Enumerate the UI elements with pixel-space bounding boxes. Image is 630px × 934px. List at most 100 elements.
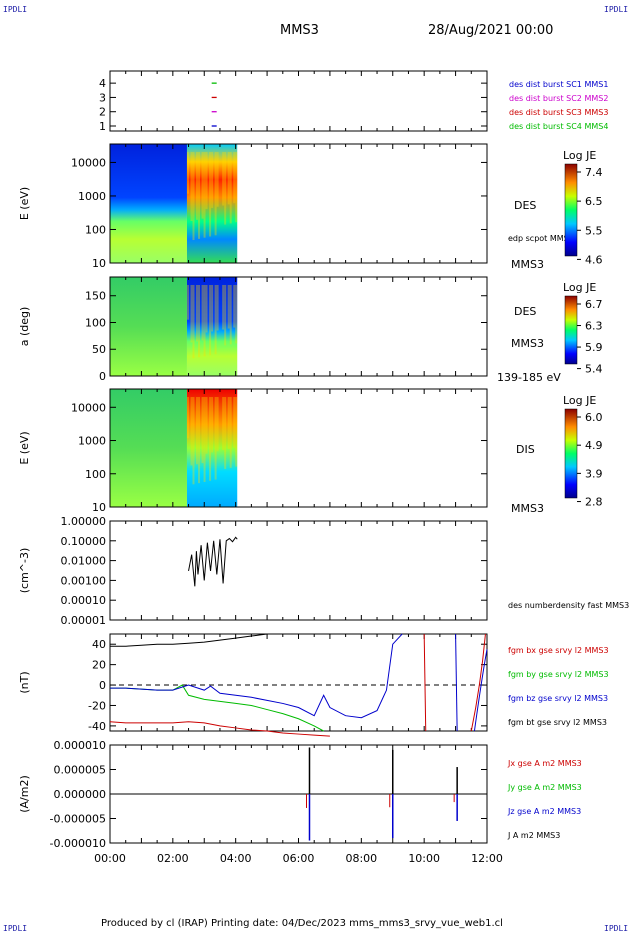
des-energy-streak [201, 152, 204, 219]
dis-energy-ytick-label: 10 [92, 501, 106, 514]
des-pitch-streak [203, 285, 206, 357]
density-side-label: des numberdensity fast MMS3 [508, 601, 629, 610]
dis-energy-block-quiet [110, 389, 187, 507]
dis-energy-streak [209, 397, 212, 481]
des-energy-ytick-label: 100 [85, 223, 106, 236]
magnetic-bz-excursion [455, 633, 458, 732]
corner-mark-bottom-right: IPDLI [604, 924, 629, 933]
des-pitch-streak [227, 285, 230, 329]
des-pitch-side-species: DES [514, 305, 536, 318]
des-pitch-ytick-label: 150 [85, 290, 106, 303]
current-legend-item: J A m2 MMS3 [507, 831, 560, 840]
des-pitch-colorbar-tick-label: 6.3 [585, 320, 603, 333]
magnetic-bx-excursion [470, 633, 486, 732]
des-pitch-streak [233, 285, 236, 328]
current-legend-item: Jz gse A m2 MMS3 [507, 807, 581, 816]
time-axis-tick-label: 02:00 [157, 852, 189, 865]
time-axis-tick-label: 10:00 [408, 852, 440, 865]
des-pitch-streak [229, 285, 232, 345]
burst-legend-item: des dist burst SC1 MMS1 [509, 80, 608, 89]
dis-energy-colorbar-title: Log JE [563, 394, 596, 407]
des-energy-block-quiet [110, 144, 187, 263]
dis-energy-streak [192, 397, 195, 485]
corner-mark-top-left: IPDLI [3, 5, 28, 14]
des-energy-ytick-label: 10000 [71, 156, 106, 169]
magnetic-bz-excursion [473, 649, 488, 732]
dis-energy-colorbar-gradient [564, 408, 578, 499]
des-energy-streak [229, 152, 232, 224]
dis-energy-streak [224, 397, 227, 469]
current-legend-item: Jy gse A m2 MMS3 [507, 783, 582, 792]
magnetic-series-line [110, 633, 268, 647]
des-energy-ytick-label: 10 [92, 257, 106, 270]
des-energy-streak [205, 152, 208, 210]
des-pitch-ytick-label: 0 [99, 370, 106, 383]
spacecraft-title: MMS3 [280, 23, 319, 38]
des-energy-colorbar-tick-label: 5.5 [585, 224, 603, 237]
des-pitch-streak [205, 285, 208, 333]
current-ytick-label: 0.000000 [54, 788, 107, 801]
magnetic-ytick-label: 0 [99, 679, 106, 692]
burst-ytick-label: 4 [99, 77, 106, 90]
density-ytick-label: 0.00001 [61, 614, 107, 627]
dis-energy-colorbar-tick-label: 2.8 [585, 496, 603, 509]
time-axis-tick-label: 04:00 [220, 852, 252, 865]
des-pitch-ytick-label: 100 [85, 316, 106, 329]
dis-energy-side-species: DIS [516, 443, 535, 456]
density-ytick-label: 0.10000 [61, 535, 107, 548]
magnetic-ytick-label: 40 [92, 638, 106, 651]
dis-energy-streak [205, 397, 208, 454]
des-energy-side-species: DES [514, 199, 536, 212]
des-pitch-colorbar-title: Log JE [563, 281, 596, 294]
dis-energy-streak [201, 397, 204, 464]
des-pitch-streak [211, 285, 214, 332]
density-ylabel: (cm^-3) [18, 548, 31, 594]
des-pitch-colorbar-tick-label: 5.4 [585, 363, 603, 376]
dis-energy-streak [198, 397, 201, 484]
density-ytick-label: 1.00000 [61, 515, 107, 528]
dis-energy-colorbar-tick-label: 6.0 [585, 411, 603, 424]
magnetic-legend-item: fgm bz gse srvy l2 MMS3 [508, 694, 608, 703]
des-pitch-ylabel: a (deg) [18, 307, 31, 347]
des-energy-streak [186, 152, 189, 194]
des-pitch-block-active [186, 277, 238, 376]
des-energy-streak [209, 152, 212, 237]
time-axis-tick-label: 00:00 [94, 852, 126, 865]
current-ytick-label: -0.000010 [50, 837, 106, 850]
des-energy-colorbar-tick-label: 4.6 [585, 253, 603, 266]
des-pitch-streak [214, 285, 217, 355]
density-panel [109, 520, 488, 621]
time-axis-tick-label: 06:00 [283, 852, 315, 865]
magnetic-ylabel: (nT) [18, 671, 31, 693]
des-pitch-streak [209, 285, 212, 356]
dis-energy-colorbar-tick-label: 4.9 [585, 439, 603, 452]
date-title: 28/Aug/2021 00:00 [428, 23, 554, 38]
density-ytick-label: 0.00100 [61, 574, 107, 587]
current-ytick-label: 0.000005 [54, 764, 107, 777]
des-energy-side-scpot: edp scpot MMS3 [508, 234, 574, 243]
des-pitch-streak [201, 285, 204, 341]
magnetic-legend-item: fgm bt gse srvy l2 MMS3 [508, 718, 607, 727]
des-energy-streak [190, 152, 193, 222]
dis-energy-side-sc: MMS3 [511, 502, 544, 515]
dis-energy-streak [211, 397, 214, 453]
magnetic-series-line [110, 633, 403, 719]
magnetic-bx-excursion [423, 633, 427, 732]
dis-energy-streak [233, 397, 236, 448]
des-energy-streak [224, 152, 227, 225]
current-ytick-label: 0.000010 [54, 739, 107, 752]
dis-energy-streak [214, 397, 217, 480]
dis-energy-streak [203, 397, 206, 482]
des-energy-colorbar-tick-label: 6.5 [585, 195, 603, 208]
burst-legend-item: des dist burst SC2 MMS2 [509, 94, 608, 103]
des-pitch-streak [186, 285, 189, 320]
corner-mark-top-right: IPDLI [604, 5, 629, 14]
density-ytick-label: 0.00010 [61, 594, 107, 607]
des-energy-ylabel: E (eV) [18, 187, 31, 220]
burst-ytick-label: 1 [99, 120, 106, 133]
burst-legend-item: des dist burst SC3 MMS3 [509, 108, 608, 117]
des-energy-streak [233, 152, 236, 204]
corner-mark-bottom-left: IPDLI [3, 924, 28, 933]
dis-energy-block-active [186, 389, 238, 507]
